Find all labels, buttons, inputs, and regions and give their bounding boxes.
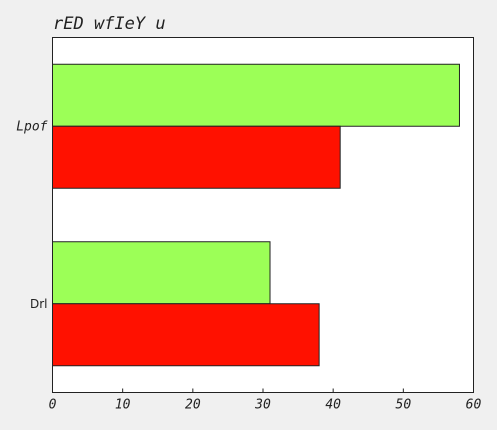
bar-lpof-series-1 xyxy=(52,63,460,127)
bar-lpof-series-2 xyxy=(52,125,341,189)
x-tick-label: 50 xyxy=(396,398,412,413)
x-axis-ticks: 0 10 20 30 40 50 60 xyxy=(49,388,482,413)
x-tick-label: 60 xyxy=(466,398,482,413)
x-tick-label: 0 xyxy=(49,398,57,413)
bars-group xyxy=(52,63,460,367)
x-tick-label: 10 xyxy=(115,398,131,413)
category-labels: Lpof Drl xyxy=(16,119,47,311)
x-tick-label: 20 xyxy=(185,398,201,413)
chart-title: rED wfIeY u xyxy=(53,14,166,34)
x-tick-label: 40 xyxy=(325,398,341,413)
bar-drl-series-1 xyxy=(52,241,271,305)
bar-drl-series-2 xyxy=(52,303,320,367)
x-tick-label: 30 xyxy=(254,398,271,413)
category-label: Lpof xyxy=(16,119,47,134)
category-label: Drl xyxy=(30,297,48,311)
